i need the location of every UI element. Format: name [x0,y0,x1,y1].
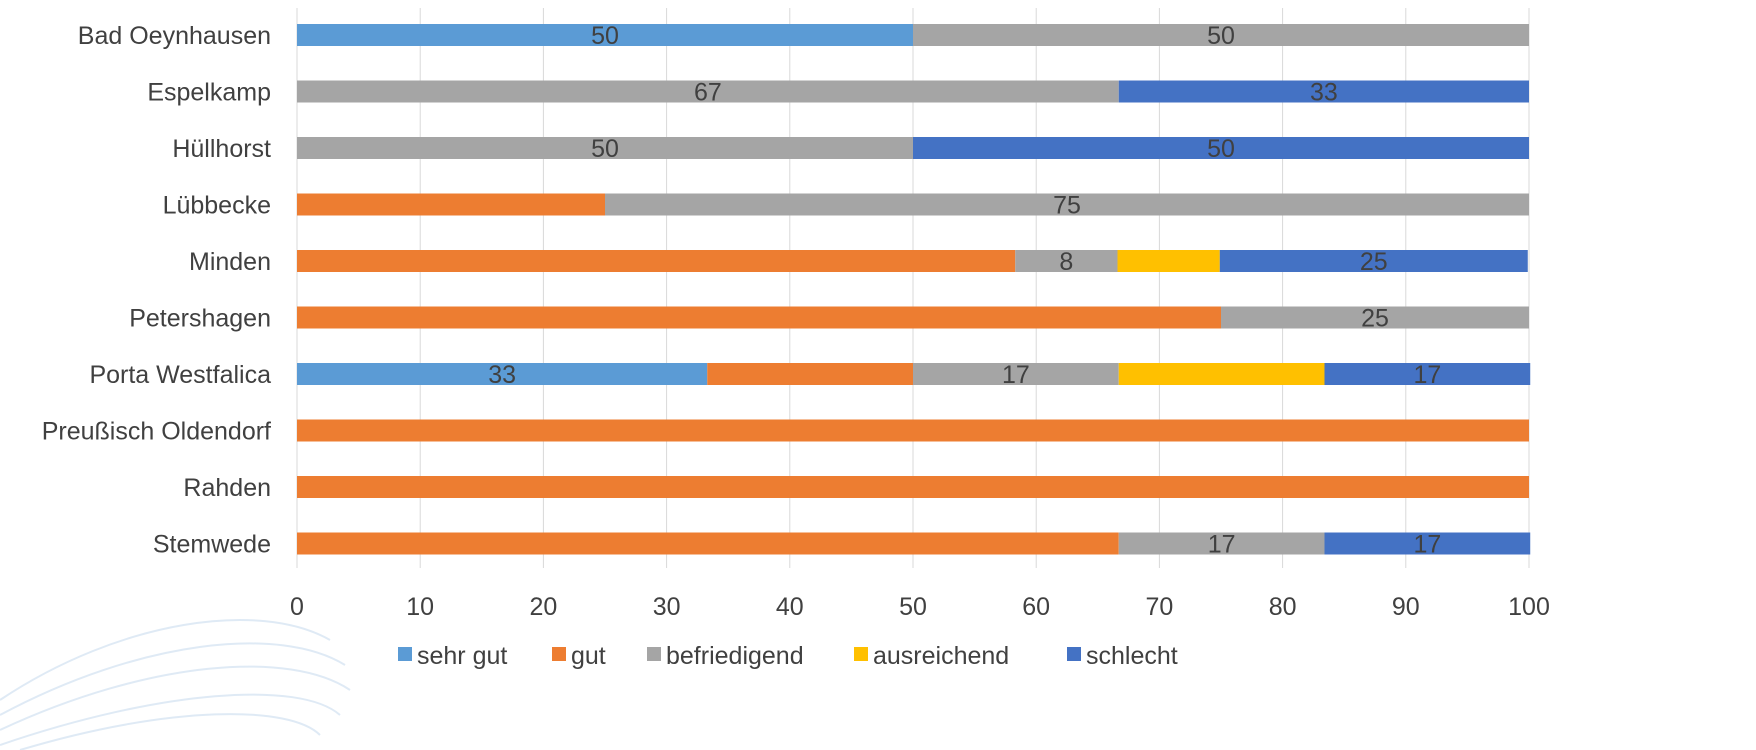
x-axis-ticks: 0 10 20 30 40 50 60 70 80 90 100 [290,593,1550,621]
bar-segment [297,250,1016,272]
background-swirl-decoration [0,619,351,750]
bar-segment [1117,250,1220,272]
legend-swatch [552,647,566,661]
data-label: 50 [1207,135,1235,163]
bar-segment [1118,80,1529,103]
category-labels: Bad Oeynhausen Espelkamp Hüllhorst Lübbecke… [42,22,271,559]
x-tick-label: 30 [653,593,681,621]
bar-segment [297,419,1529,442]
bar-segment [913,137,1529,159]
data-label: 25 [1360,248,1388,276]
x-tick-label: 10 [406,593,434,621]
category-label: Lübbecke [163,192,271,220]
bar-segment [297,137,913,159]
bar-segment [1118,532,1325,555]
legend-swatch [854,647,868,661]
category-label: Stemwede [153,531,271,559]
data-label: 17 [1413,531,1441,559]
x-tick-label: 20 [529,593,557,621]
legend: sehr gut gut befriedigend ausreichend schlec… [398,642,1178,670]
data-labels: 50 50 67 33 50 50 75 8 25 25 33 17 17 17 17 [488,22,1441,559]
category-label: Espelkamp [147,79,271,107]
legend-swatch [1067,647,1081,661]
data-label: 33 [488,361,516,389]
data-label: 17 [1002,361,1030,389]
legend-label: ausreichend [873,642,1009,670]
data-label: 25 [1361,305,1389,333]
bar-segment [913,363,1119,385]
category-label: Rahden [183,474,271,502]
bar-segment [297,306,1221,329]
legend-label: gut [571,642,606,670]
x-tick-label: 0 [290,593,304,621]
bar-segment [297,476,1529,498]
data-label: 67 [694,79,722,107]
legend-label: schlecht [1086,642,1178,670]
category-label: Minden [189,248,271,276]
x-tick-label: 60 [1022,593,1050,621]
x-tick-label: 50 [899,593,927,621]
legend-swatch [647,647,661,661]
legend-swatch [398,647,412,661]
data-label: 75 [1053,192,1081,220]
x-tick-label: 100 [1508,593,1550,621]
legend-label: befriedigend [666,642,804,670]
bar-segment [1221,306,1529,329]
x-tick-label: 70 [1145,593,1173,621]
category-label: Petershagen [129,305,271,333]
x-tick-label: 80 [1269,593,1297,621]
data-label: 17 [1413,361,1441,389]
bar-segment [1118,363,1325,385]
bar-segment [297,24,913,46]
data-label: 33 [1310,79,1338,107]
category-label: Porta Westfalica [89,361,271,389]
bar-segment [707,363,913,385]
bar-segment [913,24,1529,46]
data-label: 8 [1059,248,1073,276]
bar-segment [1324,363,1531,385]
bar-segment [1324,532,1531,555]
data-label: 50 [591,22,619,50]
bar-segment [1015,250,1118,272]
bars [297,24,1531,555]
bar-segment [1219,250,1528,272]
data-label: 50 [591,135,619,163]
category-label: Preußisch Oldendorf [42,418,271,446]
data-label: 17 [1208,531,1236,559]
bar-segment [297,80,1119,103]
legend-label: sehr gut [417,642,507,670]
x-tick-label: 40 [776,593,804,621]
bar-segment [605,193,1529,216]
category-label: Bad Oeynhausen [78,22,271,50]
category-label: Hüllhorst [172,135,271,163]
bar-segment [297,193,605,216]
x-tick-label: 90 [1392,593,1420,621]
bar-segment [297,532,1119,555]
data-label: 50 [1207,22,1235,50]
bar-segment [297,363,708,385]
